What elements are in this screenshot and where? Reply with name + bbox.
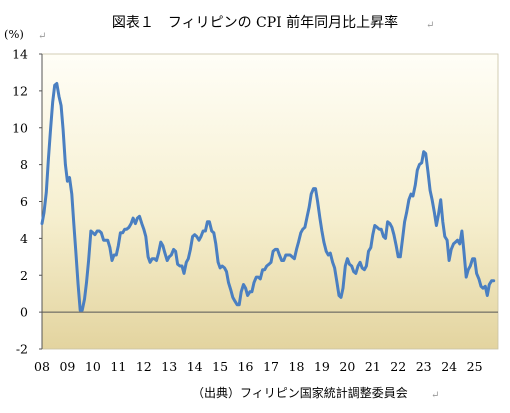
unit-return-mark: ↵ <box>38 31 46 42</box>
y-axis-unit: (%) <box>4 27 24 41</box>
x-tick-label: 24 <box>441 359 457 374</box>
x-tick-label: 09 <box>59 359 75 374</box>
x-tick-label: 17 <box>263 359 279 374</box>
title-return-mark: ↵ <box>426 20 434 31</box>
x-tick-label: 20 <box>339 359 355 374</box>
source-note: （出典）フィリピン国家統計調整委員会 <box>192 385 408 400</box>
y-tick-group: 14 12 10 8 6 4 2 0 -2 <box>12 47 42 357</box>
y-tick-label: 2 <box>20 268 28 283</box>
x-tick-label: 19 <box>314 359 330 374</box>
y-tick-label: 0 <box>20 305 28 320</box>
x-tick-label: 11 <box>110 359 126 374</box>
x-tick-label: 08 <box>34 359 50 374</box>
x-tick-label: 18 <box>289 359 305 374</box>
y-tick-label: 4 <box>20 231 28 246</box>
source-return-mark: ↵ <box>431 390 439 401</box>
x-tick-label: 15 <box>212 359 228 374</box>
x-tick-label: 23 <box>416 359 432 374</box>
y-tick-label: -2 <box>16 342 28 357</box>
chart-title: 図表１ フィリピンの CPI 前年同月比上昇率 <box>112 14 398 31</box>
y-tick-label: 14 <box>12 47 28 62</box>
x-tick-label: 25 <box>467 359 483 374</box>
y-tick-label: 10 <box>12 120 28 135</box>
y-tick-label: 6 <box>20 194 28 209</box>
plot-area <box>41 53 499 350</box>
y-tick-label: 8 <box>20 157 28 172</box>
x-tick-label: 22 <box>390 359 406 374</box>
x-tick-label: 10 <box>85 359 101 374</box>
x-tick-label: 12 <box>136 359 152 374</box>
x-tick-label: 16 <box>238 359 254 374</box>
x-tick-group: 08 09 10 11 12 13 14 15 16 17 18 19 20 21 22 23 24 25 <box>34 359 482 374</box>
x-tick-label: 14 <box>187 359 203 374</box>
x-tick-label: 21 <box>365 359 381 374</box>
series-line <box>40 82 496 312</box>
x-tick-label: 13 <box>161 359 177 374</box>
y-tick-label: 12 <box>12 83 28 98</box>
